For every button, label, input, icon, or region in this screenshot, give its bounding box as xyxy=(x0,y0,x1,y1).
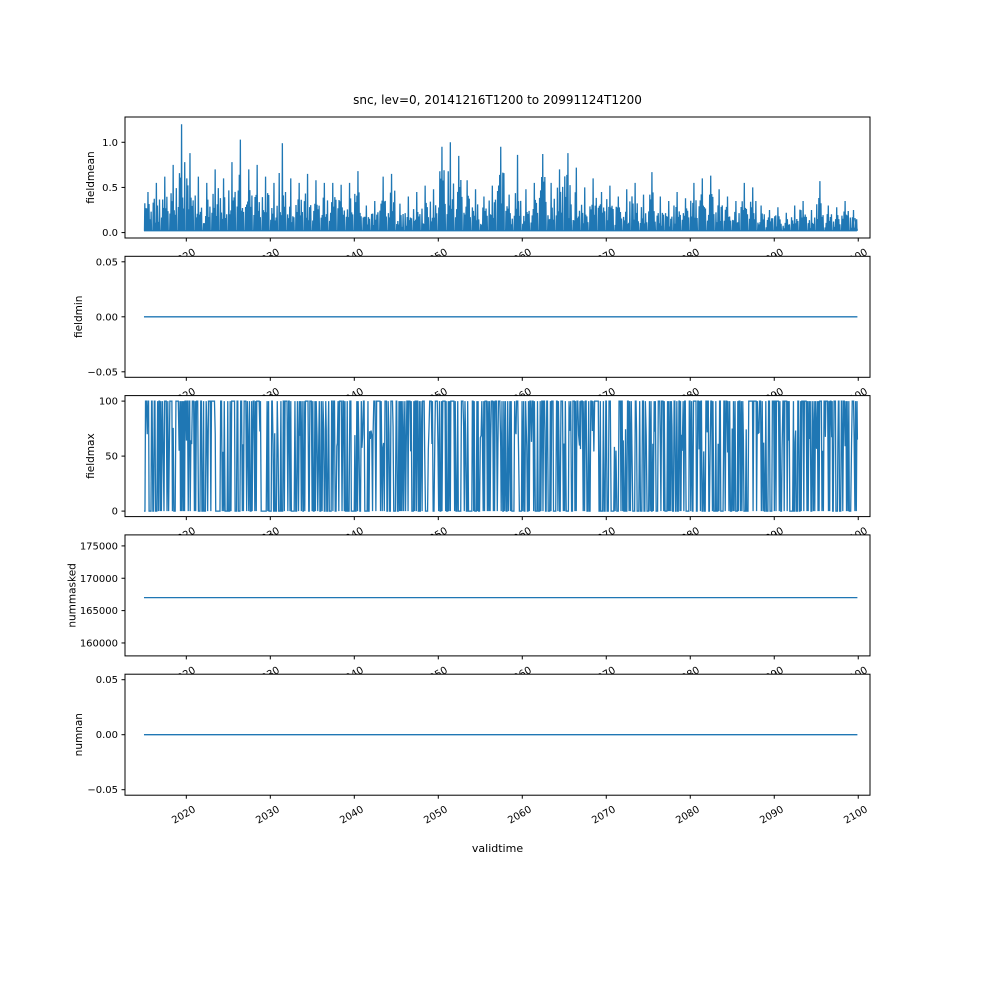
y-tick-label: 160000 xyxy=(80,638,118,649)
chart-title: snc, lev=0, 20141216T1200 to 20991124T12… xyxy=(353,93,642,107)
y-axis-label-fieldmin: fieldmin xyxy=(73,296,85,338)
x-tick-label: 2020 xyxy=(170,804,198,826)
y-tick-label: 100 xyxy=(99,397,118,408)
y-tick-label: 0 xyxy=(112,507,118,518)
subplot-fieldmin: −0.050.000.05202020302040205020602070208… xyxy=(73,255,871,409)
y-axis-label-fieldmean: fieldmean xyxy=(85,151,97,203)
x-axis-label: validtime xyxy=(471,842,524,855)
y-tick-label: 0.05 xyxy=(96,675,118,686)
y-tick-label: 0.0 xyxy=(102,228,118,239)
x-tick-label: 2030 xyxy=(254,804,282,826)
y-axis-label-fieldmax: fieldmax xyxy=(85,433,97,479)
y-tick-label: −0.05 xyxy=(87,785,118,796)
y-axis-label-numnan: numnan xyxy=(73,713,85,756)
y-tick-label: 1.0 xyxy=(102,138,118,149)
x-tick-label: 2060 xyxy=(506,804,534,826)
y-tick-label: 0.5 xyxy=(102,183,118,194)
x-tick-label: 2050 xyxy=(422,804,450,826)
y-tick-label: −0.05 xyxy=(87,367,118,378)
x-tick-label: 2100 xyxy=(842,804,870,826)
axes-frame xyxy=(124,534,871,657)
y-tick-label: 50 xyxy=(105,452,118,463)
y-tick-label: 0.05 xyxy=(96,257,118,268)
axes-frame xyxy=(124,116,871,239)
series-fieldmean xyxy=(143,124,859,232)
x-tick-label: 2040 xyxy=(338,804,366,826)
axes-background xyxy=(125,534,870,656)
subplot-fieldmax: 0501002020203020402050206020702080209021… xyxy=(85,395,871,548)
y-tick-label: 0.00 xyxy=(96,312,118,323)
x-tick-label: 2070 xyxy=(590,804,618,826)
x-tick-label: 2080 xyxy=(674,804,702,826)
x-tick-label: 2090 xyxy=(758,804,786,826)
subplot-numnan: −0.05 0.00 0.05 2020 2030 2040 2050 2060 2070 208… xyxy=(73,673,871,827)
subplot-fieldmean: 0.00.51.02020203020402050206020702080209… xyxy=(85,116,871,269)
y-tick-label: 0.00 xyxy=(96,730,118,741)
series-fieldmax xyxy=(143,400,859,512)
y-tick-label: 175000 xyxy=(80,541,118,552)
y-tick-label: 170000 xyxy=(80,574,118,585)
y-axis-label-nummasked: nummasked xyxy=(67,563,79,628)
y-tick-label: 165000 xyxy=(80,606,118,617)
subplot-nummasked: 1600001650001700001750002020203020402050… xyxy=(67,534,871,687)
